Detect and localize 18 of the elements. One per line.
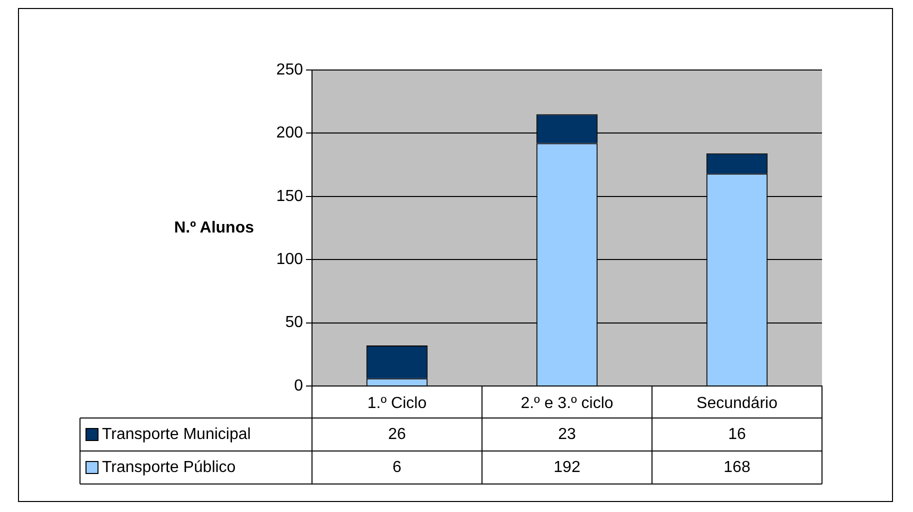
- legend-label: Transporte Municipal: [102, 426, 251, 443]
- y-tick-label: 50: [285, 314, 304, 332]
- data-label: 23: [558, 426, 576, 443]
- y-tick-label: 100: [276, 251, 304, 268]
- x-tick-label: 1.º Ciclo: [367, 395, 427, 412]
- x-tick-label: Secundário: [696, 395, 778, 412]
- data-label: 168: [724, 458, 750, 476]
- y-tick-label: 0: [294, 377, 304, 394]
- y-axis-title: N.º Alunos: [174, 219, 254, 236]
- x-tick-label: 2.º e 3.º ciclo: [520, 395, 614, 412]
- data-label: 6: [392, 458, 402, 476]
- y-tick-label: 200: [276, 124, 304, 142]
- data-label: 26: [388, 426, 406, 443]
- data-label: 16: [728, 426, 746, 443]
- legend-label: Transporte Público: [102, 458, 236, 476]
- y-tick-label: 150: [276, 188, 304, 205]
- y-tick-label: 250: [276, 61, 304, 78]
- data-label: 192: [554, 458, 580, 476]
